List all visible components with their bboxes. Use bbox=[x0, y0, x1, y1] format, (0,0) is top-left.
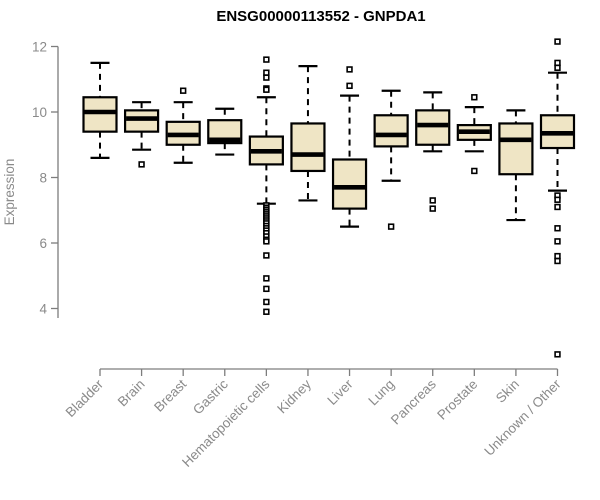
box-lung bbox=[373, 89, 409, 230]
outlier-point bbox=[554, 196, 561, 203]
box-unknown-other bbox=[539, 38, 576, 358]
x-tick-label-pancreas: Pancreas bbox=[388, 376, 439, 427]
x-tick-label-brain: Brain bbox=[115, 377, 148, 410]
outlier-point bbox=[263, 74, 270, 81]
boxplot-series bbox=[82, 38, 576, 358]
y-tick-label: 12 bbox=[32, 39, 47, 54]
outlier-point bbox=[429, 197, 436, 204]
outlier-point bbox=[471, 94, 478, 101]
outlier-point bbox=[346, 66, 353, 73]
outlier-point bbox=[346, 82, 353, 90]
outlier-point bbox=[263, 56, 270, 63]
outlier-point bbox=[554, 203, 561, 211]
outlier-point bbox=[138, 161, 145, 168]
outlier-point bbox=[263, 252, 270, 259]
x-tick-label-prostate: Prostate bbox=[434, 377, 480, 423]
iqr-box bbox=[415, 109, 451, 146]
box-kidney bbox=[290, 65, 326, 202]
x-tick-label-gastric: Gastric bbox=[190, 376, 231, 417]
box-bladder bbox=[82, 61, 118, 159]
iqr-box bbox=[82, 96, 118, 133]
box-gastric bbox=[207, 107, 243, 156]
x-tick-label-bladder: Bladder bbox=[63, 376, 107, 420]
x-tick-label-breast: Breast bbox=[151, 376, 189, 414]
chart-title: ENSG00000113552 - GNPDA1 bbox=[216, 8, 425, 25]
outlier-point bbox=[554, 64, 561, 71]
x-tick-label-lung: Lung bbox=[365, 377, 397, 409]
outlier-point bbox=[263, 285, 270, 293]
y-tick-label: 6 bbox=[39, 236, 47, 251]
outlier-point bbox=[471, 167, 478, 175]
x-tick-label-skin: Skin bbox=[493, 377, 522, 406]
box-prostate bbox=[456, 94, 492, 175]
y-tick-label: 4 bbox=[39, 301, 47, 316]
y-axis-title: Expression bbox=[2, 159, 17, 226]
outlier-point bbox=[554, 238, 561, 245]
outlier-point bbox=[387, 223, 395, 230]
box-skin bbox=[498, 109, 534, 222]
iqr-box bbox=[498, 122, 534, 176]
iqr-box bbox=[123, 109, 160, 133]
box-hematopoietic-cells bbox=[248, 56, 284, 315]
outlier-point bbox=[554, 38, 561, 45]
outlier-point bbox=[554, 351, 561, 358]
iqr-box bbox=[290, 122, 326, 173]
box-breast bbox=[165, 87, 201, 164]
outlier-point bbox=[429, 205, 436, 212]
outlier-point bbox=[554, 257, 561, 265]
outlier-point bbox=[554, 225, 561, 232]
outlier-point bbox=[263, 308, 270, 315]
x-tick-label-liver: Liver bbox=[324, 376, 356, 408]
y-tick-label: 8 bbox=[39, 170, 47, 185]
box-brain bbox=[123, 101, 160, 168]
outlier-point bbox=[179, 87, 187, 94]
outlier-point bbox=[263, 275, 270, 282]
outlier-point bbox=[554, 252, 561, 260]
x-tick-label-kidney: Kidney bbox=[274, 376, 314, 416]
y-axis: 4 6 8 10 12 bbox=[32, 39, 59, 318]
outlier-point bbox=[263, 298, 270, 306]
iqr-box bbox=[207, 119, 243, 145]
y-tick-label: 10 bbox=[32, 105, 47, 120]
box-liver bbox=[331, 66, 368, 228]
iqr-box bbox=[373, 114, 409, 148]
outlier-point bbox=[263, 238, 270, 245]
outlier-point bbox=[554, 59, 561, 67]
outlier-point bbox=[263, 69, 270, 76]
outlier-point bbox=[263, 86, 270, 93]
box-pancreas bbox=[415, 91, 451, 212]
x-tick-label-unknown-other: Unknown / Other bbox=[481, 376, 564, 459]
iqr-box bbox=[331, 158, 368, 210]
